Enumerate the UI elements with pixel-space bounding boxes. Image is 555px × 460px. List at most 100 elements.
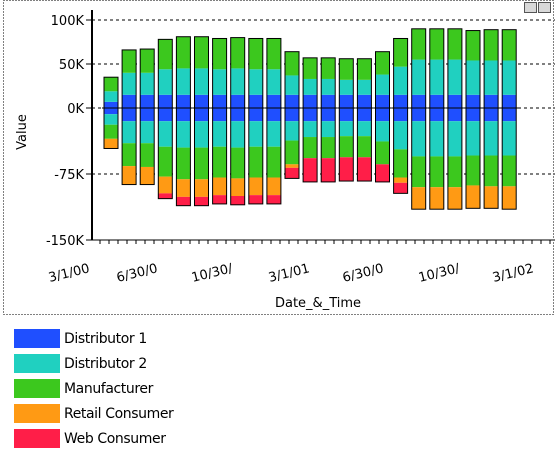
bar-segment [194,94,209,108]
axes [86,10,555,244]
bar-segment [303,158,318,182]
bar-segment [158,69,173,95]
legend-label: Distributor 2 [64,355,147,372]
bar-segment [122,94,137,108]
bar-segment [248,146,263,178]
bar-segment [447,28,462,60]
bar-stack [320,57,336,183]
bar-stack [356,58,372,182]
bar-segment [176,108,191,122]
bar-stack [429,28,445,210]
bar-segment [176,68,191,95]
bar-segment [176,94,191,108]
bar-segment [429,187,444,210]
minimize-button[interactable] [524,2,537,13]
bar-segment [212,121,227,147]
bar-stack [302,57,318,183]
bar-segment [484,155,499,187]
bar-outline [393,37,409,194]
bar-segment [212,69,227,95]
restore-button[interactable] [538,2,551,13]
x-tick-label: 3/1/00 [47,261,91,286]
bar-stack [230,37,246,206]
bar-segment [357,79,372,95]
bar-outline [411,28,427,210]
bar-segment [411,156,426,188]
bar-outline [465,30,481,209]
y-tick-label: -150K [46,234,85,249]
legend-label: Manufacturer [64,380,153,397]
bar-segment [230,196,245,205]
legend-label: Distributor 1 [64,330,147,347]
legend-label: Web Consumer [64,430,166,447]
bar-segment [230,178,245,196]
bar-segment [176,179,191,197]
bar-segment [248,108,263,122]
bar-stack [194,36,209,207]
bar-segment [393,38,408,67]
x-tick-label: 10/30/ [417,261,462,286]
legend-swatch [14,354,60,373]
y-tick-label: -75K [54,168,84,183]
bar-segment [393,108,408,122]
bar-segment [321,78,336,95]
bar-segment [104,124,118,139]
bar-segment [303,94,318,108]
bar-segment [466,60,480,95]
bar-segment [122,72,137,95]
bar-stack [501,29,517,210]
bar-outline [248,37,264,205]
bar-segment [393,121,408,150]
bar-segment [502,94,517,108]
legend-item: Distributor 1 [14,327,173,350]
bar-segment [194,68,209,95]
bar-outline [121,49,137,186]
bar-stack [139,48,155,186]
bar-segment [158,176,173,194]
bar-segment [140,143,155,167]
bar-segment [502,108,517,122]
bar-segment [176,196,191,206]
bar-outline [375,51,390,183]
bars [102,28,519,210]
bar-outline [338,58,354,182]
bar-segment [393,94,408,108]
bar-segment [285,167,299,179]
bar-segment [285,140,299,165]
bar-segment [194,196,209,206]
x-tick-label: 3/1/01 [267,261,311,286]
x-tick-label: 10/30/ [190,261,235,286]
bar-segment [411,28,426,60]
bar-segment [466,108,480,122]
bar-segment [140,72,155,95]
bar-segment [447,59,462,95]
legend-item: Web Consumer [14,427,173,450]
bar-segment [230,147,245,179]
bar-segment [357,157,372,182]
bar-segment [230,37,245,69]
bar-segment [248,121,263,147]
bar-segment [303,108,318,122]
bar-segment [303,121,318,138]
bar-segment [357,58,372,80]
bar-stack [212,37,228,205]
bar-segment [411,121,426,157]
bar-segment [158,193,173,199]
bar-segment [266,69,281,95]
bar-segment [176,36,191,69]
bar-stack [338,58,354,182]
bar-segment [194,179,209,197]
bar-segment [502,121,517,156]
x-tick-label: 6/30/0 [115,261,159,286]
bar-outline [501,29,517,210]
bar-segment [285,108,299,122]
legend-item: Manufacturer [14,377,173,400]
bar-segment [104,114,118,125]
bar-segment [285,75,299,95]
bar-segment [321,121,336,138]
bar-segment [140,121,155,144]
bar-segment [447,108,462,122]
bar-segment [321,108,336,122]
bar-segment [303,137,318,159]
bar-stack [266,37,282,205]
